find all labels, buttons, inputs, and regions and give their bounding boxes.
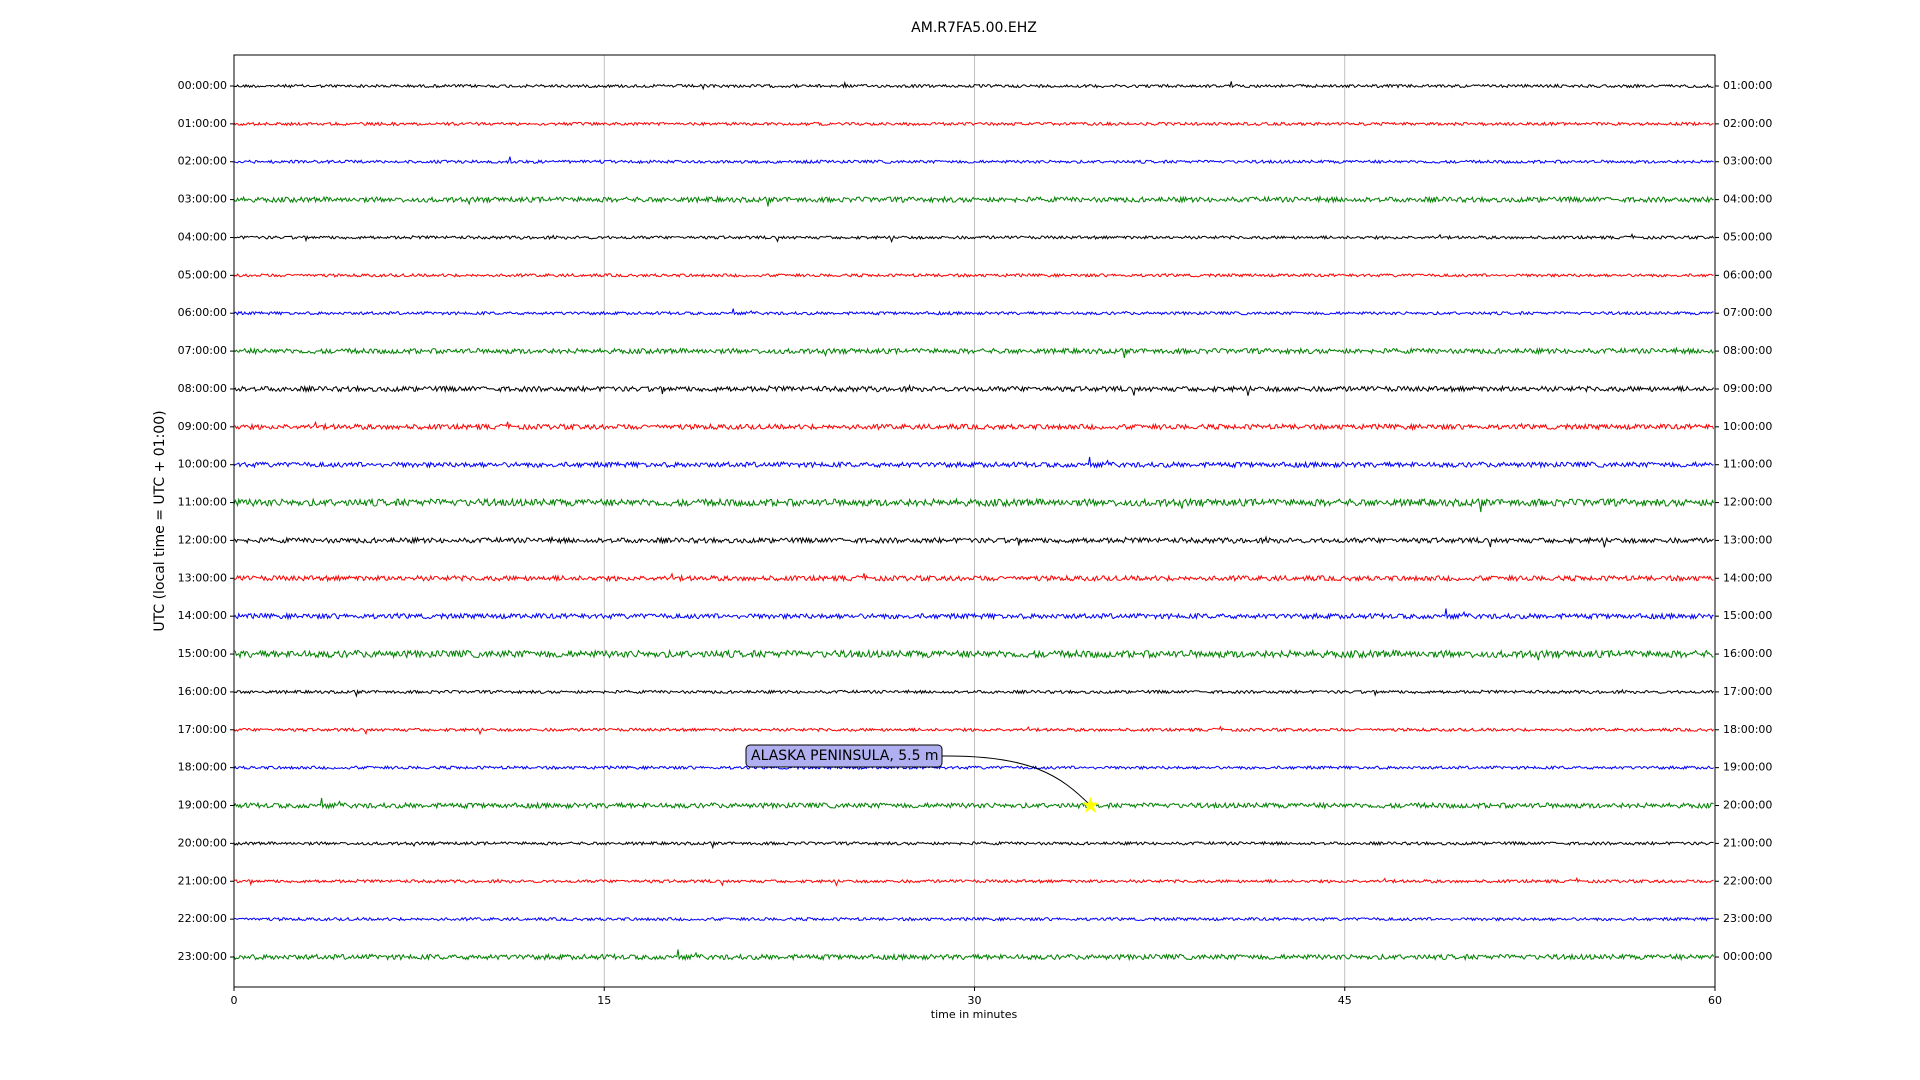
trace bbox=[233, 949, 1715, 962]
y-tick-label: 08:00:00 bbox=[178, 382, 227, 395]
trace bbox=[233, 648, 1714, 661]
y-tick-label-right: 19:00:00 bbox=[1723, 761, 1772, 774]
y-tick-label: 06:00:00 bbox=[178, 306, 227, 319]
x-tick-label: 15 bbox=[597, 994, 611, 1007]
trace bbox=[233, 497, 1715, 513]
y-tick-label-right: 17:00:00 bbox=[1723, 685, 1772, 698]
trace bbox=[233, 156, 1714, 165]
y-tick-label: 20:00:00 bbox=[178, 836, 227, 849]
y-axis-label: UTC (local time = UTC + 01:00) bbox=[152, 410, 168, 631]
y-tick-label: 05:00:00 bbox=[178, 268, 227, 281]
y-tick-label: 01:00:00 bbox=[178, 117, 227, 130]
y-tick-label: 14:00:00 bbox=[178, 609, 227, 622]
y-tick-label-right: 16:00:00 bbox=[1723, 647, 1772, 660]
y-tick-label: 17:00:00 bbox=[178, 723, 227, 736]
trace bbox=[233, 233, 1715, 244]
trace bbox=[233, 383, 1714, 396]
y-tick-label-right: 12:00:00 bbox=[1723, 496, 1772, 509]
y-tick-label-right: 02:00:00 bbox=[1723, 117, 1772, 130]
y-tick-label-right: 05:00:00 bbox=[1723, 230, 1772, 243]
y-tick-label-right: 06:00:00 bbox=[1723, 268, 1772, 281]
trace bbox=[233, 725, 1714, 736]
y-tick-label-right: 20:00:00 bbox=[1723, 799, 1772, 812]
trace bbox=[233, 535, 1714, 548]
trace bbox=[233, 572, 1714, 583]
annotation-box bbox=[745, 744, 943, 768]
chart-title: AM.R7FA5.00.EHZ bbox=[911, 20, 1037, 36]
y-tick-label-right: 14:00:00 bbox=[1723, 571, 1772, 584]
trace bbox=[233, 272, 1714, 279]
y-tick-label: 21:00:00 bbox=[178, 874, 227, 887]
y-tick-label: 22:00:00 bbox=[178, 912, 227, 925]
x-tick-label: 30 bbox=[968, 994, 982, 1007]
y-tick-label: 15:00:00 bbox=[178, 647, 227, 660]
y-tick-label: 23:00:00 bbox=[178, 950, 227, 963]
y-tick-label: 12:00:00 bbox=[178, 533, 227, 546]
x-axis-label: time in minutes bbox=[931, 1008, 1018, 1021]
y-tick-label-right: 18:00:00 bbox=[1723, 723, 1772, 736]
y-tick-label: 07:00:00 bbox=[178, 344, 227, 357]
y-tick-label: 04:00:00 bbox=[178, 230, 227, 243]
y-tick-label: 00:00:00 bbox=[178, 79, 227, 92]
annotation-arrow bbox=[941, 755, 1091, 806]
y-tick-label: 13:00:00 bbox=[178, 571, 227, 584]
plot-frame bbox=[233, 54, 1716, 988]
y-tick-label-right: 09:00:00 bbox=[1723, 382, 1772, 395]
event-marker bbox=[1081, 796, 1100, 813]
y-tick-label-right: 03:00:00 bbox=[1723, 155, 1772, 168]
y-tick-label-right: 13:00:00 bbox=[1723, 533, 1772, 546]
y-tick-label-right: 04:00:00 bbox=[1723, 193, 1772, 206]
y-tick-label-right: 22:00:00 bbox=[1723, 874, 1772, 887]
y-tick-label-right: 10:00:00 bbox=[1723, 420, 1772, 433]
x-tick-label: 0 bbox=[231, 994, 238, 1007]
y-tick-label: 09:00:00 bbox=[178, 420, 227, 433]
trace bbox=[233, 308, 1714, 316]
trace bbox=[233, 876, 1714, 887]
trace bbox=[233, 346, 1714, 359]
y-tick-label: 02:00:00 bbox=[178, 155, 227, 168]
trace bbox=[233, 420, 1715, 432]
trace bbox=[233, 456, 1714, 469]
y-tick-label-right: 01:00:00 bbox=[1723, 79, 1772, 92]
y-tick-label-right: 11:00:00 bbox=[1723, 458, 1772, 471]
trace bbox=[233, 121, 1714, 127]
y-tick-label-right: 07:00:00 bbox=[1723, 306, 1772, 319]
y-tick-label-right: 00:00:00 bbox=[1723, 950, 1772, 963]
x-tick-label: 45 bbox=[1338, 994, 1352, 1007]
trace bbox=[233, 916, 1714, 922]
trace bbox=[233, 797, 1714, 810]
trace bbox=[233, 80, 1714, 91]
y-tick-label-right: 15:00:00 bbox=[1723, 609, 1772, 622]
trace bbox=[233, 840, 1714, 850]
y-tick-label-right: 21:00:00 bbox=[1723, 836, 1772, 849]
trace bbox=[233, 688, 1714, 698]
trace bbox=[233, 195, 1714, 207]
y-tick-label: 10:00:00 bbox=[178, 458, 227, 471]
y-tick-label: 19:00:00 bbox=[178, 799, 227, 812]
annotation-label: ALASKA PENINSULA, 5.5 m bbox=[751, 748, 939, 764]
y-tick-label: 16:00:00 bbox=[178, 685, 227, 698]
trace bbox=[233, 764, 1714, 771]
y-tick-label-right: 08:00:00 bbox=[1723, 344, 1772, 357]
trace bbox=[233, 608, 1714, 621]
y-tick-label: 03:00:00 bbox=[178, 193, 227, 206]
y-tick-label: 11:00:00 bbox=[178, 496, 227, 509]
x-tick-label: 60 bbox=[1708, 994, 1722, 1007]
y-tick-label-right: 23:00:00 bbox=[1723, 912, 1772, 925]
y-tick-label: 18:00:00 bbox=[178, 761, 227, 774]
